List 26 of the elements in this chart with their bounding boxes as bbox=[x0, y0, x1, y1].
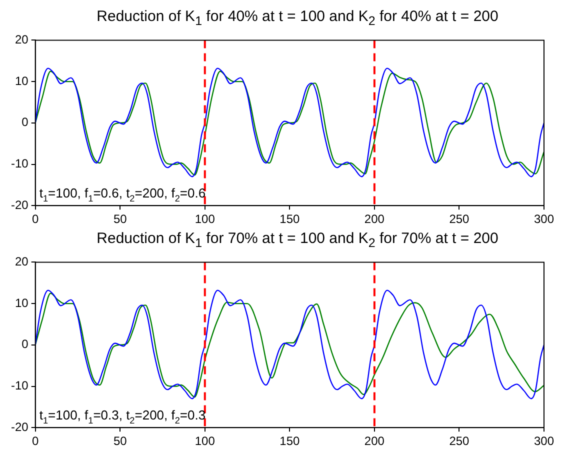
y-tick-label: -20 bbox=[11, 198, 29, 212]
y-tick-label: 0 bbox=[22, 115, 29, 130]
x-tick-label: 200 bbox=[364, 434, 385, 448]
x-tick-label: 50 bbox=[113, 212, 128, 226]
x-tick-label: 250 bbox=[449, 212, 470, 226]
x-tick-label: 100 bbox=[194, 212, 216, 226]
x-tick-label: 300 bbox=[534, 434, 554, 448]
y-tick-label: -10 bbox=[11, 156, 29, 171]
chart-title: Reduction of K$_{1}$ for 70% at t = 100 and K$_{2}$ for 70% at t = 200 bbox=[96, 230, 500, 252]
x-tick-label: 0 bbox=[32, 212, 39, 226]
x-tick-label: 150 bbox=[280, 434, 300, 448]
x-tick-label: 100 bbox=[194, 434, 216, 448]
x-tick-label: 300 bbox=[534, 212, 554, 226]
x-tick-label: 50 bbox=[113, 434, 128, 448]
y-tick-label: -10 bbox=[11, 378, 29, 393]
y-tick-label: 10 bbox=[14, 296, 29, 310]
x-tick-label: 250 bbox=[449, 434, 470, 448]
chart-title: Reduction of K$_{1}$ for 40% at t = 100 and K$_{2}$ for 40% at t = 200 bbox=[96, 8, 500, 30]
x-tick-label: 200 bbox=[364, 212, 385, 226]
y-tick-label: 10 bbox=[14, 74, 29, 88]
y-tick-label: 0 bbox=[22, 337, 29, 352]
y-tick-label: 20 bbox=[14, 254, 29, 269]
x-tick-label: 150 bbox=[280, 212, 300, 226]
y-tick-label: -20 bbox=[11, 420, 29, 434]
x-tick-label: 0 bbox=[32, 434, 39, 448]
y-tick-label: 20 bbox=[14, 32, 29, 47]
